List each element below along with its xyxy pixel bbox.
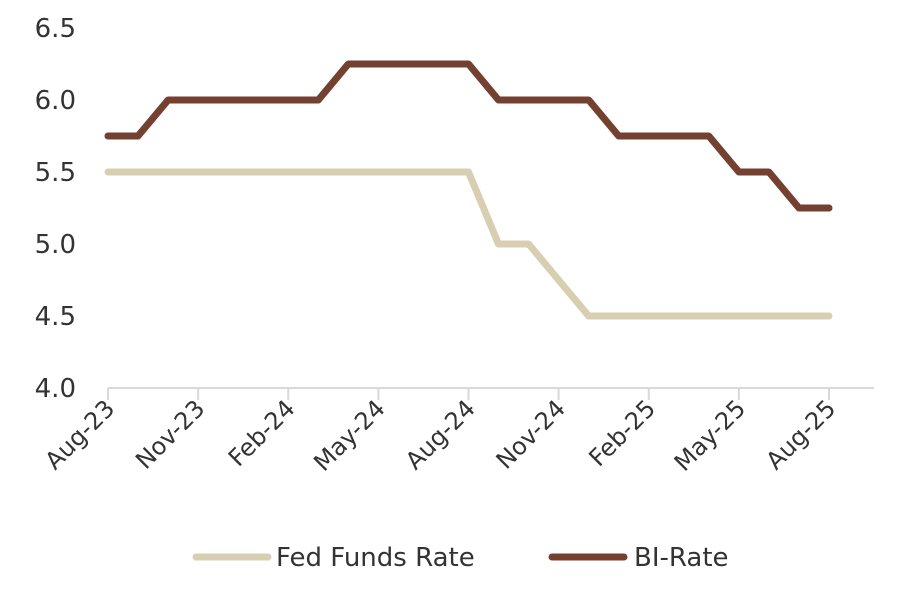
x-tick-label: May-24 bbox=[308, 394, 390, 476]
series-line-fed-funds-rate bbox=[104, 168, 833, 320]
legend-label: BI-Rate bbox=[634, 543, 729, 573]
y-tick-label: 4.0 bbox=[35, 374, 76, 404]
series-lines bbox=[104, 60, 833, 320]
series-line-bi-rate bbox=[104, 60, 833, 212]
y-tick-label: 6.0 bbox=[35, 86, 76, 116]
x-tick-label: Nov-24 bbox=[491, 394, 571, 474]
x-tick-label: Aug-23 bbox=[40, 394, 121, 475]
y-tick-label: 4.5 bbox=[35, 302, 76, 332]
x-tick-label: Feb-24 bbox=[223, 394, 301, 472]
y-tick-label: 5.0 bbox=[35, 230, 76, 260]
y-tick-label: 6.5 bbox=[35, 14, 76, 44]
legend-label: Fed Funds Rate bbox=[276, 543, 475, 573]
x-tick-label: Aug-25 bbox=[761, 394, 842, 475]
y-tick-label: 5.5 bbox=[35, 158, 76, 188]
x-tick-label: Aug-24 bbox=[400, 394, 481, 475]
x-tick-label: Nov-23 bbox=[130, 394, 210, 474]
x-tick-label: May-25 bbox=[669, 394, 751, 476]
legend: Fed Funds Rate BI-Rate bbox=[192, 543, 729, 573]
y-axis-ticks: 4.0 4.5 5.0 5.5 6.0 6.5 bbox=[35, 14, 76, 404]
x-axis-ticks: Aug-23 Nov-23 Feb-24 May-24 Aug-24 Nov-24 Feb-… bbox=[40, 388, 842, 477]
x-tick-label: Feb-25 bbox=[583, 394, 661, 472]
